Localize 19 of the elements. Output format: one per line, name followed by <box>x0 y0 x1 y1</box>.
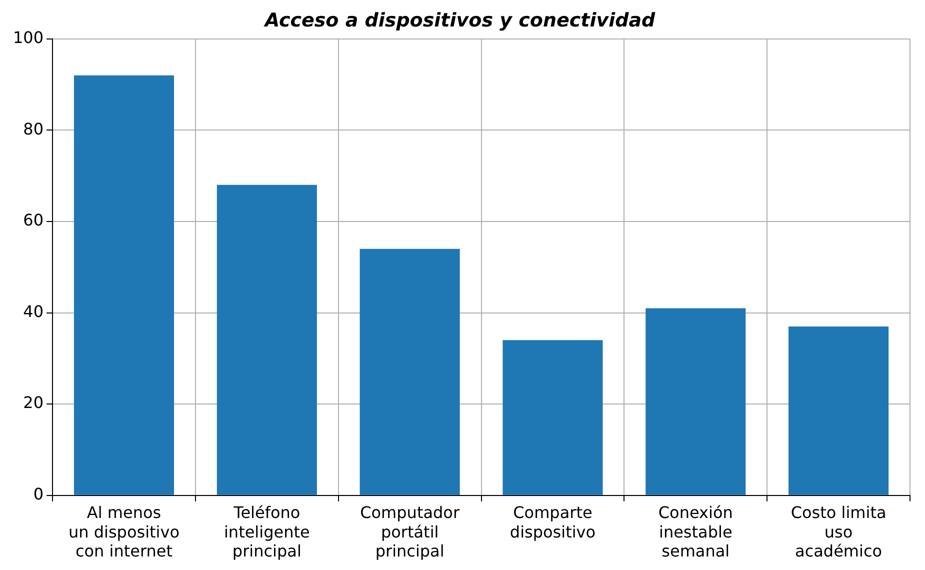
x-tick-label: Teléfono inteligente principal <box>224 503 310 561</box>
bar <box>502 340 603 495</box>
x-tick-label: Conexión inestable semanal <box>658 503 733 561</box>
bar <box>646 308 746 495</box>
bar <box>74 75 174 495</box>
y-tick-label: 40 <box>23 302 44 321</box>
bar <box>788 326 889 495</box>
chart-title: Acceso a dispositivos y conectividad <box>262 9 656 32</box>
y-tick-label: 100 <box>12 28 44 47</box>
x-tick-label: Computador portátil principal <box>360 503 460 561</box>
y-tick-label: 60 <box>23 210 44 230</box>
x-tick-label: Costo limita uso académico <box>790 503 886 561</box>
x-tick-label: Al menos un dispositivo con internet <box>68 503 180 561</box>
x-tick-label: Comparte dispositivo <box>510 503 596 542</box>
y-tick-label: 0 <box>33 484 44 504</box>
y-tick-label: 80 <box>23 119 44 138</box>
y-tick-label: 20 <box>23 393 44 412</box>
bar <box>216 184 317 495</box>
bar <box>360 248 460 495</box>
